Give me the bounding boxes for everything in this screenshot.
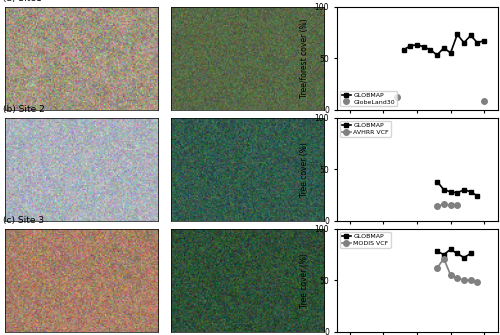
MODIS VCF: [474, 280, 480, 284]
GLOBMAP: [454, 252, 460, 256]
GLOBMAP: [474, 194, 480, 198]
Line: AVHRR VCF: AVHRR VCF: [434, 201, 460, 209]
Line: MODIS VCF: MODIS VCF: [434, 256, 480, 285]
GLOBMAP: [441, 253, 447, 257]
AVHRR VCF: [434, 204, 440, 208]
Legend: GLOBMAP, GlobeLand30: GLOBMAP, GlobeLand30: [340, 91, 397, 107]
GLOBMAP: [448, 247, 454, 251]
GLOBMAP: [468, 34, 473, 38]
GLOBMAP: [474, 41, 480, 45]
MODIS VCF: [468, 278, 473, 282]
GLOBMAP: [468, 252, 473, 256]
GLOBMAP: [414, 43, 420, 47]
GLOBMAP: [481, 39, 487, 43]
GLOBMAP: [420, 45, 426, 49]
GLOBMAP: [441, 188, 447, 192]
Line: GLOBMAP: GLOBMAP: [434, 179, 480, 198]
AVHRR VCF: [448, 203, 454, 207]
GLOBMAP: [428, 48, 434, 52]
GLOBMAP: [454, 32, 460, 37]
AVHRR VCF: [441, 202, 447, 206]
GLOBMAP: [434, 250, 440, 254]
Text: 2013/09: 2013/09: [64, 229, 99, 238]
GLOBMAP: [441, 46, 447, 50]
Text: 2019/05: 2019/05: [230, 229, 264, 238]
MODIS VCF: [454, 276, 460, 280]
Y-axis label: Tree/forest cover (%): Tree/forest cover (%): [300, 18, 309, 98]
Text: (b) Site 2: (b) Site 2: [4, 105, 45, 114]
GLOBMAP: [434, 53, 440, 57]
Text: (c) Site 3: (c) Site 3: [4, 216, 44, 225]
GlobeLand30: [394, 95, 400, 99]
MODIS VCF: [441, 257, 447, 261]
Y-axis label: Tree cover (%): Tree cover (%): [300, 253, 309, 308]
AVHRR VCF: [454, 203, 460, 207]
GLOBMAP: [468, 190, 473, 194]
GLOBMAP: [461, 256, 467, 260]
Line: GLOBMAP: GLOBMAP: [434, 247, 473, 260]
GLOBMAP: [448, 51, 454, 55]
Y-axis label: Tree cover (%): Tree cover (%): [300, 142, 309, 197]
MODIS VCF: [461, 278, 467, 282]
GLOBMAP: [400, 48, 406, 52]
GLOBMAP: [408, 44, 414, 48]
Text: (a) Site1: (a) Site1: [4, 0, 42, 3]
Text: 2020/03: 2020/03: [230, 118, 264, 127]
Legend: GLOBMAP, MODIS VCF: GLOBMAP, MODIS VCF: [340, 232, 390, 248]
Legend: GLOBMAP, AVHRR VCF: GLOBMAP, AVHRR VCF: [340, 121, 391, 137]
Line: GlobeLand30: GlobeLand30: [394, 94, 487, 104]
GLOBMAP: [448, 190, 454, 194]
MODIS VCF: [434, 266, 440, 270]
Line: GLOBMAP: GLOBMAP: [401, 32, 486, 58]
GLOBMAP: [461, 41, 467, 45]
GlobeLand30: [481, 99, 487, 103]
MODIS VCF: [448, 273, 454, 277]
GLOBMAP: [454, 191, 460, 195]
GLOBMAP: [461, 188, 467, 192]
GLOBMAP: [434, 180, 440, 184]
Text: 2013/02: 2013/02: [64, 118, 99, 127]
